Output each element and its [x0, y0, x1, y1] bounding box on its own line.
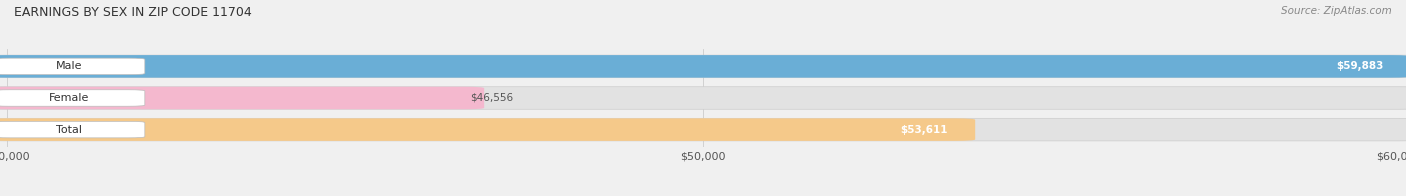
- FancyBboxPatch shape: [0, 87, 1406, 109]
- Text: $46,556: $46,556: [470, 93, 513, 103]
- Text: Total: Total: [56, 125, 82, 135]
- FancyBboxPatch shape: [0, 118, 1406, 141]
- Text: Source: ZipAtlas.com: Source: ZipAtlas.com: [1281, 6, 1392, 16]
- Text: $59,883: $59,883: [1337, 61, 1384, 71]
- FancyBboxPatch shape: [0, 118, 976, 141]
- FancyBboxPatch shape: [0, 87, 484, 109]
- FancyBboxPatch shape: [0, 90, 145, 106]
- Text: Female: Female: [49, 93, 89, 103]
- FancyBboxPatch shape: [0, 58, 145, 75]
- Text: $53,611: $53,611: [900, 125, 948, 135]
- Text: Male: Male: [56, 61, 82, 71]
- FancyBboxPatch shape: [0, 55, 1406, 78]
- FancyBboxPatch shape: [0, 121, 145, 138]
- FancyBboxPatch shape: [0, 55, 1406, 78]
- Text: EARNINGS BY SEX IN ZIP CODE 11704: EARNINGS BY SEX IN ZIP CODE 11704: [14, 6, 252, 19]
